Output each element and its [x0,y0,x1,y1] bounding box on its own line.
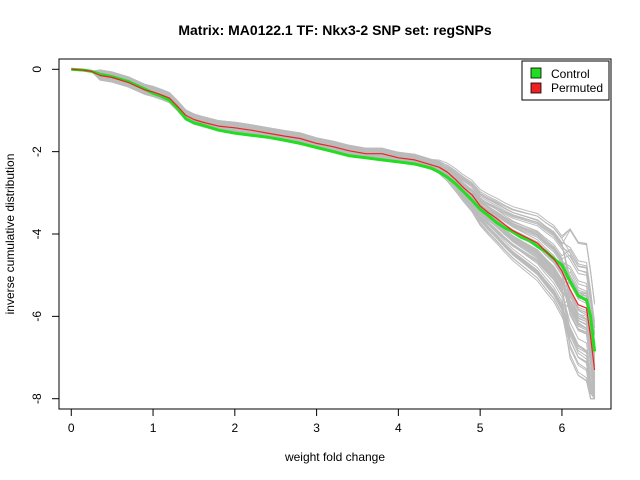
y-axis: 0 -2 -4 -6 -8 [30,66,60,404]
series-line-permuted [71,68,596,370]
y-tick-label: -6 [30,311,44,322]
background-line [71,68,596,328]
x-tick-label: 5 [477,421,484,435]
y-tick-label: 0 [30,66,44,73]
y-axis-label: inverse cumulative distribution [3,154,17,315]
legend: Control Permuted [521,60,610,101]
background-line [71,68,596,329]
x-tick-label: 3 [313,421,320,435]
x-tick-label: 4 [395,421,402,435]
chart-title: Matrix: MA0122.1 TF: Nkx3-2 SNP set: reg… [178,22,492,38]
y-tick-label: -2 [30,146,44,157]
series-lines [71,67,597,370]
background-line [71,68,596,335]
legend-label-control: Control [551,67,590,81]
background-line [71,68,596,373]
legend-swatch-permuted [530,82,542,94]
x-tick-label: 2 [231,421,238,435]
y-tick-label: -4 [30,228,44,239]
y-tick-label: -8 [30,393,44,404]
x-axis: 0 1 2 3 4 5 6 [68,408,566,435]
background-line [71,68,596,374]
x-tick-label: 0 [68,421,75,435]
x-tick-label: 1 [150,421,157,435]
x-axis-label: weight fold change [284,450,385,464]
background-line [71,68,596,399]
legend-box [521,60,610,101]
x-tick-label: 6 [559,421,566,435]
legend-label-permuted: Permuted [551,81,603,95]
series-line-control [71,67,597,352]
legend-swatch-control [530,67,542,79]
